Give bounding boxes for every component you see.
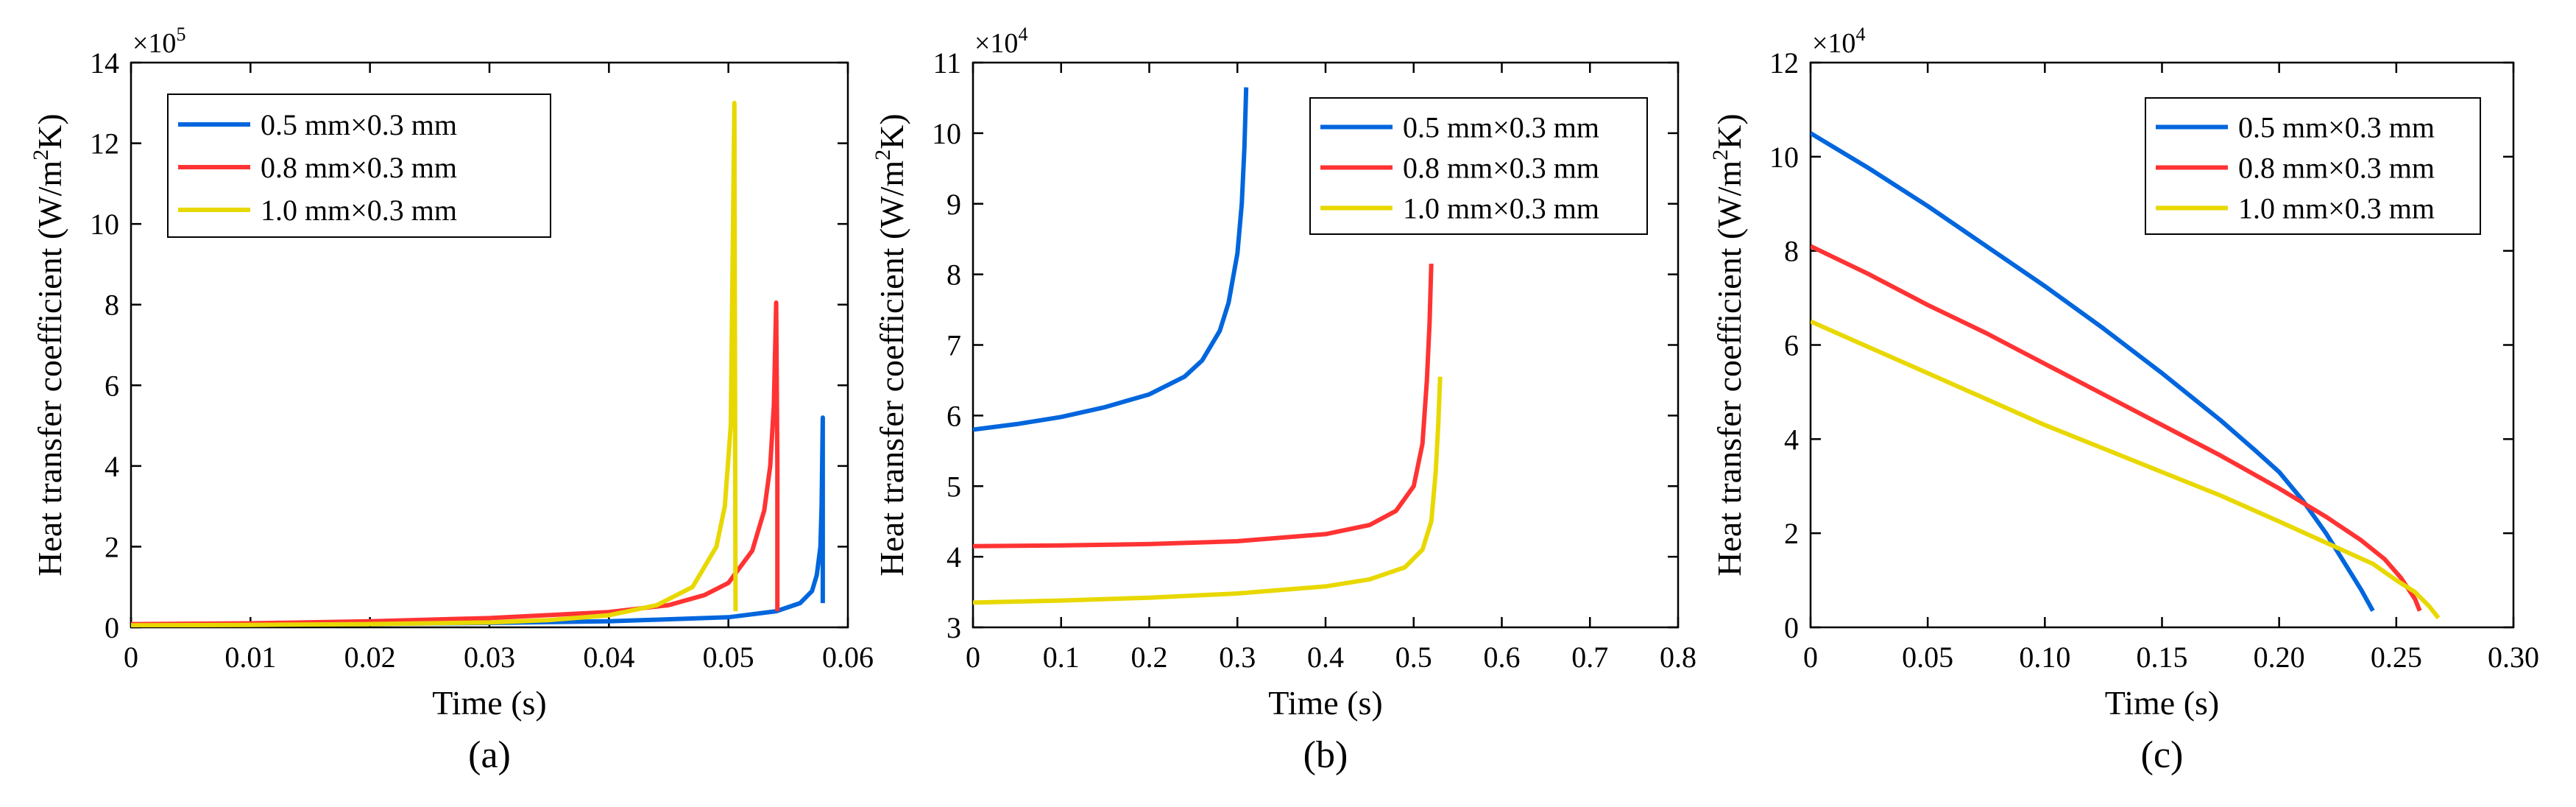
series-line-3	[1811, 319, 2441, 620]
y-tick-label: 2	[105, 530, 119, 563]
y-tick-label: 8	[1784, 235, 1799, 268]
legend-label-1: 0.5 mm×0.3 mm	[2238, 111, 2435, 144]
y-axis-label-superscript: 2	[871, 149, 895, 161]
y-tick-label: 6	[105, 369, 119, 402]
y-tick-label: 14	[90, 46, 119, 80]
x-tick-label: 0.4	[1307, 641, 1344, 674]
legend-label-2: 0.8 mm×0.3 mm	[1403, 152, 1599, 185]
y-axis-label-main: Heat transfer coefficient (W/m	[873, 161, 910, 577]
legend-label-1: 0.5 mm×0.3 mm	[1403, 111, 1599, 144]
legend: 0.5 mm×0.3 mm 0.8 mm×0.3 mm 1.0 mm×0.3 mm	[1309, 97, 1648, 235]
y-tick-label: 11	[933, 46, 961, 80]
axis-multiplier: ×104	[974, 24, 1027, 59]
legend: 0.5 mm×0.3 mm 0.8 mm×0.3 mm 1.0 mm×0.3 mm	[167, 94, 551, 238]
axis-multiplier-exponent: 5	[176, 24, 185, 45]
x-tick-label: 0.01	[224, 641, 276, 674]
axis-multiplier-base: ×10	[132, 28, 176, 59]
y-tick-label: 9	[946, 188, 961, 221]
x-tick-label: 0.06	[822, 641, 874, 674]
axis-multiplier-exponent: 4	[1855, 24, 1865, 45]
y-tick-label: 4	[946, 540, 961, 574]
x-tick-label: 0.05	[1902, 641, 1953, 674]
x-tick-label: 0.10	[2019, 641, 2070, 674]
y-tick-label: 10	[90, 208, 119, 241]
series-line-2	[973, 264, 1434, 549]
series-line-2	[131, 300, 780, 627]
x-axis-label: Time (s)	[1268, 684, 1383, 722]
axis-multiplier: ×105	[132, 24, 185, 59]
axis-multiplier: ×104	[1812, 24, 1865, 59]
x-tick-label: 0.30	[2488, 641, 2539, 674]
y-tick-label: 6	[946, 399, 961, 432]
x-tick-label: 0.05	[703, 641, 754, 674]
x-tick-label: 0	[124, 641, 138, 674]
y-tick-label: 10	[932, 117, 961, 150]
x-tick-label: 0.03	[464, 641, 515, 674]
y-tick-label: 5	[946, 470, 961, 503]
axis-multiplier-base: ×10	[974, 28, 1018, 59]
legend: 0.5 mm×0.3 mm 0.8 mm×0.3 mm 1.0 mm×0.3 mm	[2145, 97, 2481, 235]
axis-multiplier-base: ×10	[1812, 28, 1855, 59]
x-tick-label: 0.15	[2137, 641, 2188, 674]
y-tick-label: 0	[105, 611, 119, 644]
series-line-1	[131, 415, 825, 627]
y-tick-label: 12	[90, 127, 119, 161]
series-line-3	[131, 100, 738, 627]
y-axis-label-tail: K)	[31, 113, 68, 149]
y-axis-label-superscript: 2	[29, 149, 53, 161]
y-tick-label: 2	[1784, 517, 1799, 550]
legend-label-3: 1.0 mm×0.3 mm	[261, 194, 457, 227]
y-tick-label: 12	[1769, 46, 1799, 80]
y-axis-label: Heat transfer coefficient (W/m2K)	[29, 113, 68, 576]
y-axis-label: Heat transfer coefficient (W/m2K)	[871, 113, 910, 576]
y-axis-label-tail: K)	[873, 113, 910, 149]
x-tick-label: 0.1	[1043, 641, 1080, 674]
y-axis-label-main: Heat transfer coefficient (W/m	[31, 161, 68, 577]
chart-panel-3: 0 0.05 0.10 0.15 0.20 0.25 0.30024681012×104Ti…	[1708, 24, 2539, 776]
x-tick-label: 0	[966, 641, 980, 674]
x-axis-label: Time (s)	[432, 684, 547, 722]
x-tick-label: 0.8	[1660, 641, 1696, 674]
y-tick-label: 6	[1784, 329, 1799, 362]
chart-panel-1: 0 0.01 0.02 0.03 0.04 0.05 0.06 0 2 4 6 8 10 12 14 ×105…	[29, 24, 874, 776]
x-tick-label: 0.25	[2371, 641, 2422, 674]
x-tick-label: 0.2	[1131, 641, 1168, 674]
y-tick-label: 4	[1784, 423, 1799, 456]
panel-label: (a)	[468, 734, 511, 776]
y-axis-label-main: Heat transfer coefficient (W/m	[1710, 161, 1748, 577]
series-line-2	[1811, 244, 2422, 612]
legend-label-2: 0.8 mm×0.3 mm	[2238, 152, 2435, 185]
chart-panel-2: 0 0.1 0.2 0.3 0.4 0.5 0.6 0.7 0.834567891011×104…	[871, 24, 1696, 776]
y-tick-label: 4	[105, 450, 119, 483]
y-tick-label: 7	[946, 329, 961, 362]
y-axis-label: Heat transfer coefficient (W/m2K)	[1708, 113, 1748, 576]
legend-label-1: 0.5 mm×0.3 mm	[261, 108, 457, 141]
series-line-1	[1811, 131, 2375, 613]
x-tick-label: 0.20	[2254, 641, 2305, 674]
y-tick-label: 8	[105, 289, 119, 322]
series-line-1	[973, 87, 1249, 432]
legend-label-2: 0.8 mm×0.3 mm	[261, 151, 457, 184]
legend-label-3: 1.0 mm×0.3 mm	[1403, 192, 1599, 225]
y-axis-label-tail: K)	[1710, 113, 1748, 149]
y-tick-label: 3	[946, 611, 961, 644]
x-tick-label: 0	[1803, 641, 1818, 674]
legend-label-3: 1.0 mm×0.3 mm	[2238, 192, 2435, 225]
axis-multiplier-exponent: 4	[1018, 24, 1027, 45]
y-axis-label-superscript: 2	[1708, 149, 1733, 161]
x-axis-label: Time (s)	[2105, 684, 2220, 722]
x-tick-label: 0.5	[1395, 641, 1432, 674]
y-tick-label: 0	[1784, 611, 1799, 644]
panel-label: (b)	[1303, 734, 1348, 776]
y-tick-label: 10	[1769, 141, 1799, 174]
panel-label: (c)	[2141, 734, 2184, 776]
y-tick-label: 8	[946, 258, 961, 292]
series-line-3	[973, 376, 1443, 605]
x-tick-label: 0.6	[1484, 641, 1521, 674]
x-tick-label: 0.7	[1571, 641, 1608, 674]
x-tick-label: 0.04	[583, 641, 634, 674]
x-tick-label: 0.3	[1219, 641, 1256, 674]
x-tick-label: 0.02	[344, 641, 396, 674]
